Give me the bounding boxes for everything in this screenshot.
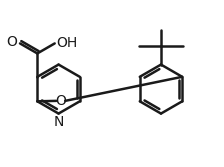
Text: N: N	[53, 115, 64, 129]
Text: O: O	[55, 94, 66, 108]
Text: O: O	[6, 35, 17, 49]
Text: OH: OH	[56, 36, 78, 50]
